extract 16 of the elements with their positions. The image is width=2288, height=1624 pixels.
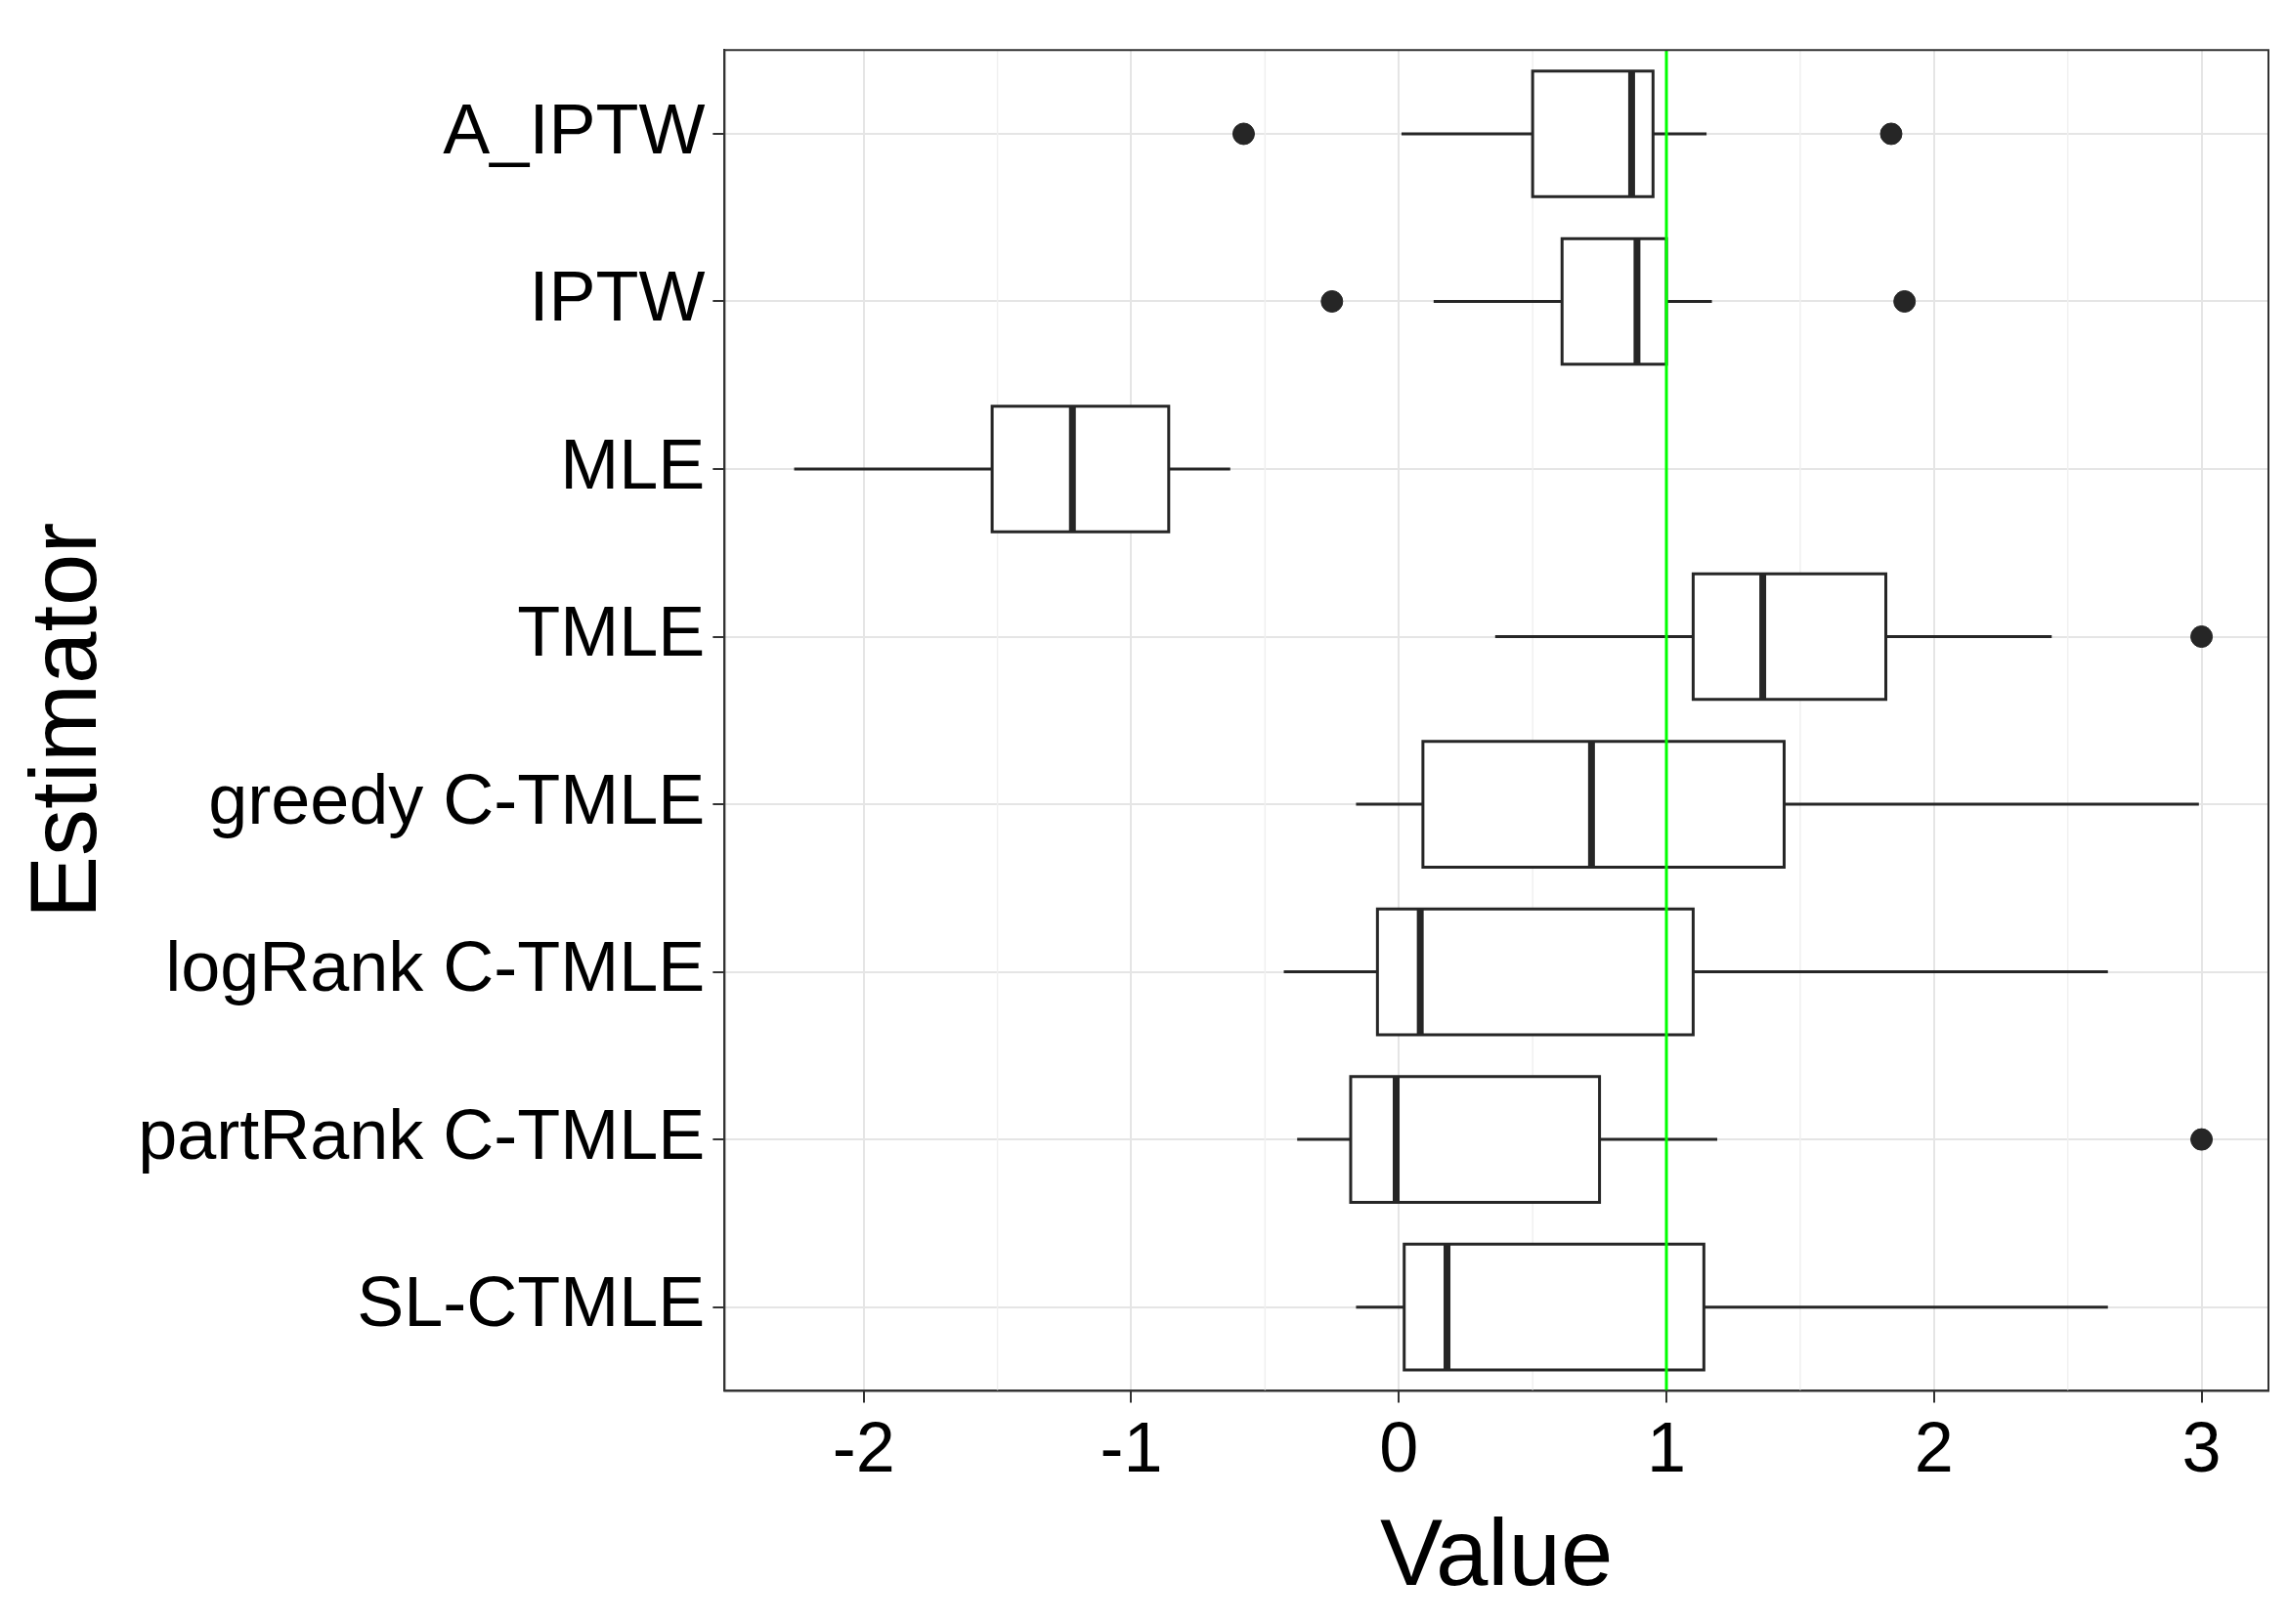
y-tick-label: partRank C-TMLE [138, 1094, 706, 1174]
x-tick-label: 1 [1646, 1408, 1687, 1487]
y-tick-label: MLE [560, 424, 706, 503]
y-tick-label: logRank C-TMLE [165, 927, 706, 1006]
y-tick-label: IPTW [529, 257, 706, 336]
y-tick-label: SL-CTMLE [357, 1262, 706, 1342]
x-tick-label: 2 [1914, 1408, 1954, 1487]
y-tick-label: A_IPTW [443, 89, 706, 168]
y-tick-label: TMLE [517, 592, 706, 671]
x-tick-label: 0 [1379, 1408, 1419, 1487]
y-axis-title: Estimator [11, 522, 116, 919]
x-tick-label: -2 [832, 1408, 895, 1487]
x-axis-title: Value [1379, 1499, 1614, 1604]
x-tick-label: 3 [2181, 1408, 2222, 1487]
x-tick-label: -1 [1100, 1408, 1163, 1487]
y-tick-label: greedy C-TMLE [208, 759, 706, 838]
